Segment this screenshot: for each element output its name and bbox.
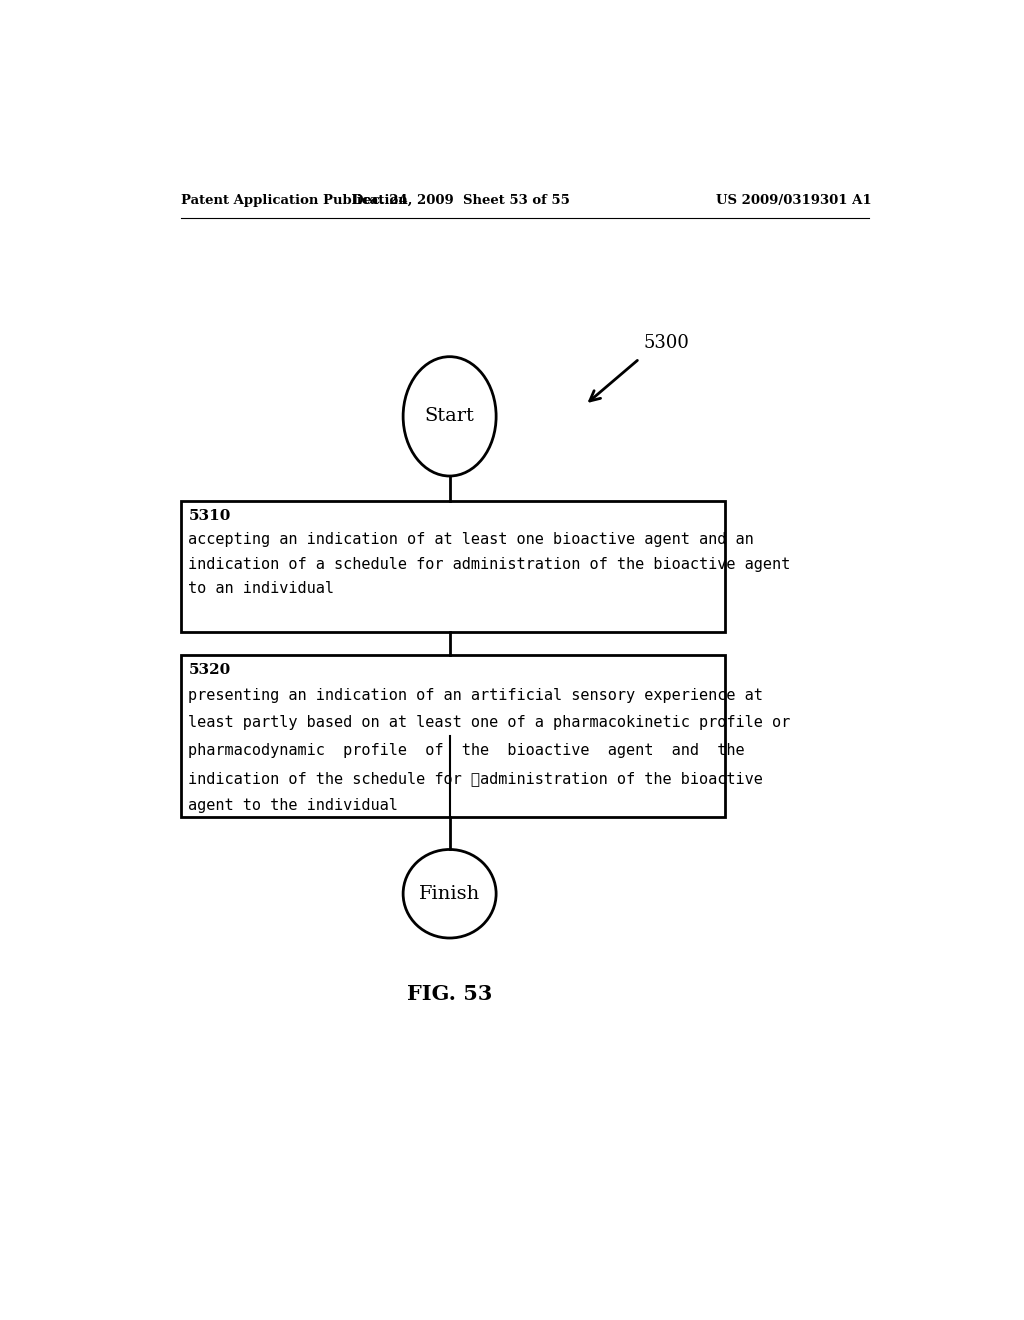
Text: pharmacodynamic  profile  of  the  bioactive  agent  and  the: pharmacodynamic profile of the bioactive… (188, 743, 745, 758)
Text: presenting an indication of an artificial sensory experience at: presenting an indication of an artificia… (188, 688, 763, 702)
Text: least partly based on at least one of a pharmacokinetic profile or: least partly based on at least one of a … (188, 715, 791, 730)
Bar (180, 502, 725, 632)
Text: indication of a schedule for administration of the bioactive agent: indication of a schedule for administrat… (188, 557, 791, 572)
Text: 5300: 5300 (643, 334, 689, 352)
Text: Finish: Finish (419, 884, 480, 903)
Text: 5320: 5320 (188, 664, 230, 677)
Text: 5310: 5310 (188, 510, 230, 524)
Text: agent to the individual: agent to the individual (188, 799, 398, 813)
Bar (180, 655, 725, 817)
Text: accepting an indication of at least one bioactive agent and an: accepting an indication of at least one … (188, 532, 755, 546)
Text: to an individual: to an individual (188, 581, 335, 597)
Text: Dec. 24, 2009  Sheet 53 of 55: Dec. 24, 2009 Sheet 53 of 55 (352, 194, 570, 207)
Text: Start: Start (425, 408, 474, 425)
Text: US 2009/0319301 A1: US 2009/0319301 A1 (717, 194, 872, 207)
Text: Patent Application Publication: Patent Application Publication (180, 194, 408, 207)
Text: indication of the schedule for ​administration of the bioactive: indication of the schedule for ​administ… (188, 771, 763, 785)
Text: FIG. 53: FIG. 53 (407, 983, 493, 1003)
